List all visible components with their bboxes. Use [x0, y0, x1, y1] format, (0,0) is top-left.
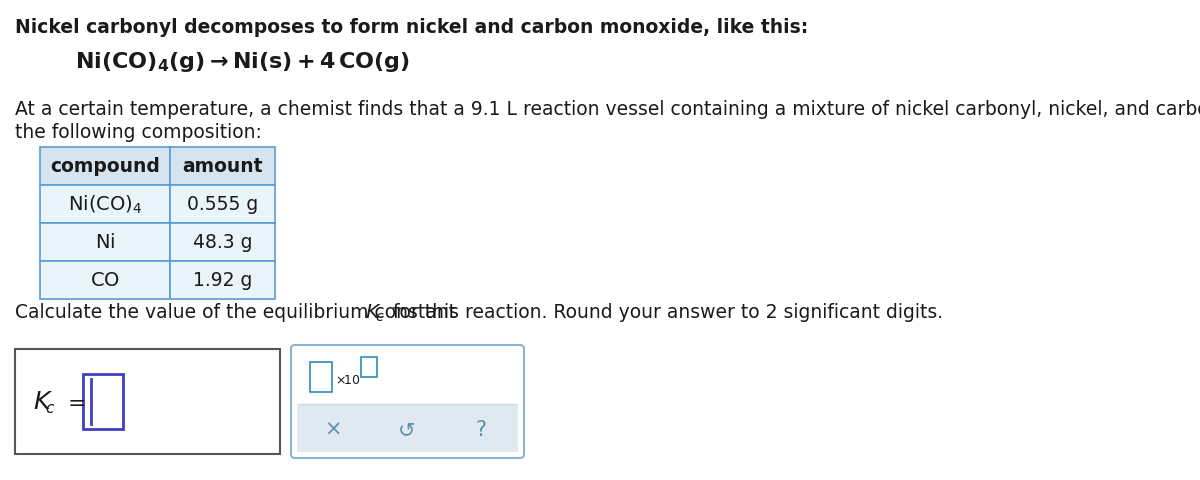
Text: $\mathrm{Ni(CO)_4}$: $\mathrm{Ni(CO)_4}$: [68, 193, 142, 216]
Bar: [40, 148, 170, 186]
Text: compound: compound: [50, 157, 160, 176]
Text: $K$: $K$: [34, 390, 53, 414]
Bar: [170, 186, 275, 224]
Bar: [310, 362, 332, 392]
Text: $=$: $=$: [64, 392, 85, 412]
Bar: [361, 357, 377, 377]
Text: 48.3 g: 48.3 g: [193, 233, 252, 252]
Text: $\times\!10$: $\times\!10$: [335, 374, 360, 387]
Bar: [170, 224, 275, 262]
Bar: [40, 186, 170, 224]
Text: Nickel carbonyl decomposes to form nickel and carbon monoxide, like this:: Nickel carbonyl decomposes to form nicke…: [14, 18, 809, 37]
Bar: [298, 404, 518, 452]
Bar: [83, 374, 124, 429]
Text: 1.92 g: 1.92 g: [193, 271, 252, 290]
Text: ↺: ↺: [398, 419, 415, 439]
Bar: [170, 148, 275, 186]
Text: amount: amount: [182, 157, 263, 176]
Text: $K_{\!\mathit{c}}$: $K_{\!\mathit{c}}$: [365, 302, 386, 324]
Bar: [14, 349, 280, 454]
Bar: [170, 262, 275, 300]
Text: Calculate the value of the equilibrium constant: Calculate the value of the equilibrium c…: [14, 302, 462, 321]
Text: ×: ×: [324, 419, 342, 439]
Text: 0.555 g: 0.555 g: [187, 195, 258, 214]
Text: ?: ?: [475, 419, 486, 439]
Text: $\mathbf{Ni}\mathbf{(CO)}_\mathbf{4}$$\mathbf{(g)}$$\mathbf{\rightarrow}$$\mathb: $\mathbf{Ni}\mathbf{(CO)}_\mathbf{4}$$\m…: [74, 50, 410, 74]
Text: At a certain temperature, a chemist finds that a 9.1 L reaction vessel containin: At a certain temperature, a chemist find…: [14, 100, 1200, 119]
Text: $\mathrm{Ni}$: $\mathrm{Ni}$: [95, 233, 115, 252]
Text: for this reaction. Round your answer to 2 significant digits.: for this reaction. Round your answer to …: [388, 302, 943, 321]
Text: $c$: $c$: [46, 400, 55, 415]
Text: the following composition:: the following composition:: [14, 123, 262, 142]
Bar: [40, 224, 170, 262]
FancyBboxPatch shape: [292, 345, 524, 458]
Text: $\mathrm{CO}$: $\mathrm{CO}$: [90, 271, 120, 290]
Bar: [40, 262, 170, 300]
